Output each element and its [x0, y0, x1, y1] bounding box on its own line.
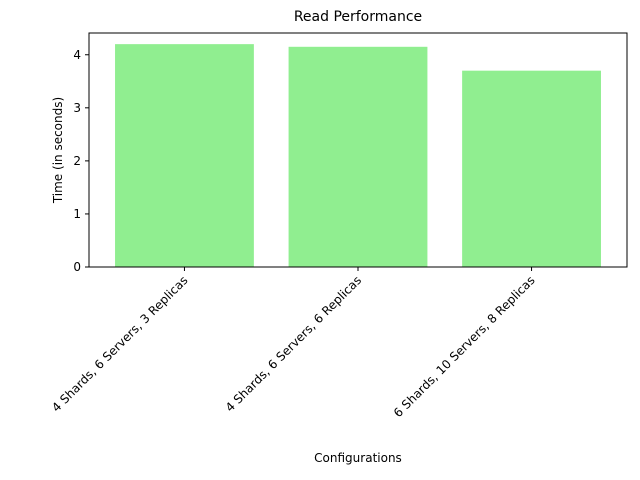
- bar: [462, 70, 601, 268]
- y-tick-label: 1: [73, 207, 81, 221]
- y-tick-label: 2: [73, 154, 81, 168]
- x-tick-label: 4 Shards, 6 Servers, 3 Replicas: [49, 273, 190, 414]
- x-tick-label: 4 Shards, 6 Servers, 6 Replicas: [223, 273, 364, 414]
- plot-frame: [88, 32, 628, 268]
- bar: [115, 44, 254, 268]
- chart-title: Read Performance: [294, 9, 422, 25]
- x-tick-label: 6 Shards, 10 Servers, 8 Replicas: [391, 273, 538, 420]
- y-tick-label: 0: [73, 260, 81, 274]
- y-tick-label: 3: [73, 101, 81, 115]
- bar: [288, 46, 428, 268]
- x-axis-label: Configurations: [314, 451, 402, 465]
- y-tick-label: 4: [73, 48, 81, 62]
- y-axis-label: Time (in seconds): [51, 97, 65, 204]
